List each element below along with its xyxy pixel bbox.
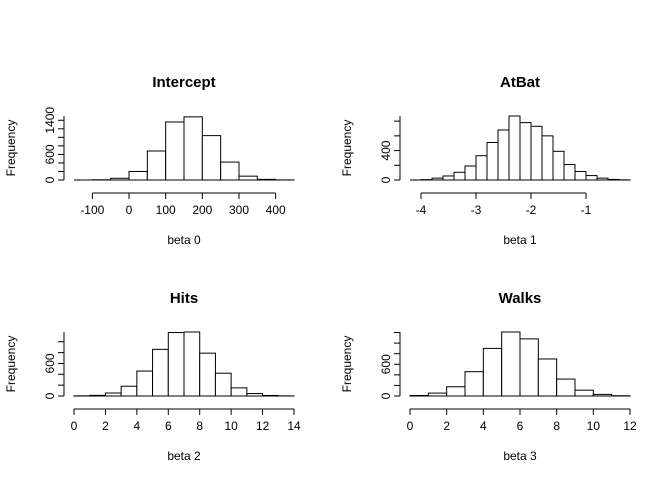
y-tick-label: 0 <box>43 176 57 183</box>
x-tick-label: 0 <box>126 203 133 217</box>
histogram-bar <box>220 161 240 181</box>
histogram-bar <box>537 358 558 397</box>
x-tick-label: 4 <box>480 419 487 433</box>
histogram-bar <box>183 331 201 397</box>
histogram-bar <box>574 389 594 397</box>
x-tick-label: -100 <box>80 203 104 217</box>
histogram-bar <box>585 175 598 181</box>
x-tick-label: -3 <box>471 203 482 217</box>
histogram-bar <box>530 125 543 181</box>
y-tick-label: 600 <box>379 354 393 374</box>
histogram-bar <box>475 155 488 181</box>
histogram-bar <box>238 175 258 181</box>
histogram-bar <box>556 378 576 397</box>
x-tick-label: 0 <box>407 419 414 433</box>
histogram-bar <box>519 338 539 397</box>
histogram-bar <box>464 371 484 397</box>
histogram-bar <box>486 141 499 181</box>
x-tick-label: 2 <box>102 419 109 433</box>
y-axis-label: Frequency <box>4 336 18 393</box>
x-tick-label: 6 <box>517 419 524 433</box>
x-tick-label: 400 <box>266 203 286 217</box>
y-tick-label: 0 <box>379 176 393 183</box>
histogram-bar <box>201 135 222 181</box>
panel-hits: Hits beta 2 Frequency 0 2 4 6 8 10 12 14 0 600 <box>4 290 301 463</box>
histogram-bar <box>442 175 455 181</box>
histogram-bar <box>152 348 169 397</box>
x-tick-label: 10 <box>587 419 601 433</box>
histogram-bar <box>214 372 232 397</box>
histogram-bar <box>146 150 167 181</box>
panel-title: Hits <box>170 290 198 307</box>
panel-title: Intercept <box>152 74 215 91</box>
y-axis-label: Frequency <box>340 120 354 177</box>
y-tick-label: 600 <box>43 144 57 164</box>
histogram-bar <box>519 122 532 181</box>
histogram-bar <box>120 385 138 397</box>
histogram-bar <box>165 121 185 181</box>
x-tick-label: 14 <box>287 419 301 433</box>
y-axis-label: Frequency <box>340 336 354 393</box>
histogram-bar <box>453 171 466 181</box>
histogram-bar <box>497 129 510 181</box>
y-tick-label: 1400 <box>43 107 57 134</box>
x-tick-label: 10 <box>224 419 238 433</box>
histogram-bar <box>464 165 477 181</box>
x-tick-label: 6 <box>165 419 172 433</box>
x-tick-label: -4 <box>416 203 427 217</box>
histogram-bar <box>563 164 576 181</box>
histogram-bar <box>541 135 554 181</box>
panel-walks: Walks beta 3 Frequency 0 2 4 6 8 10 12 0 600 <box>340 290 637 463</box>
x-tick-label: 12 <box>623 419 637 433</box>
x-tick-label: 300 <box>229 203 249 217</box>
panel-atbat: AtBat beta 1 Frequency -4 -3 -2 -1 0 400 <box>340 74 631 247</box>
x-axis-label: beta 3 <box>503 449 537 463</box>
x-axis-label: beta 1 <box>503 233 537 247</box>
x-tick-label: 200 <box>192 203 212 217</box>
histogram-bar <box>552 150 565 181</box>
histogram-bar <box>446 386 466 397</box>
x-tick-label: 8 <box>196 419 203 433</box>
y-axis-label: Frequency <box>4 120 18 177</box>
panel-intercept: Intercept beta 0 Frequency -100 0 100 200 30… <box>4 74 295 247</box>
panel-title: AtBat <box>500 74 540 91</box>
x-tick-label: 100 <box>156 203 176 217</box>
x-tick-label: 8 <box>553 419 560 433</box>
x-tick-label: -1 <box>581 203 592 217</box>
y-tick-label: 400 <box>379 140 393 160</box>
y-tick-label: 0 <box>43 392 57 399</box>
x-tick-label: -2 <box>526 203 537 217</box>
x-tick-label: 2 <box>443 419 450 433</box>
histogram-bar <box>574 171 587 181</box>
y-tick-label: 600 <box>43 353 57 373</box>
y-tick-label: 0 <box>379 392 393 399</box>
histogram-bar <box>230 387 248 397</box>
histogram-bar <box>128 170 148 181</box>
x-axis-label: beta 0 <box>167 233 201 247</box>
x-tick-label: 4 <box>134 419 141 433</box>
histogram-bar <box>508 115 521 181</box>
x-tick-label: 12 <box>256 419 270 433</box>
panel-title: Walks <box>499 290 542 307</box>
histogram-bar <box>167 332 185 397</box>
histogram-bar <box>183 116 203 181</box>
x-axis-label: beta 2 <box>167 449 201 463</box>
histogram-bar <box>501 331 521 397</box>
histogram-bar <box>136 370 154 397</box>
histogram-bar <box>199 352 216 397</box>
histogram-bar <box>482 347 503 397</box>
x-tick-label: 0 <box>71 419 78 433</box>
